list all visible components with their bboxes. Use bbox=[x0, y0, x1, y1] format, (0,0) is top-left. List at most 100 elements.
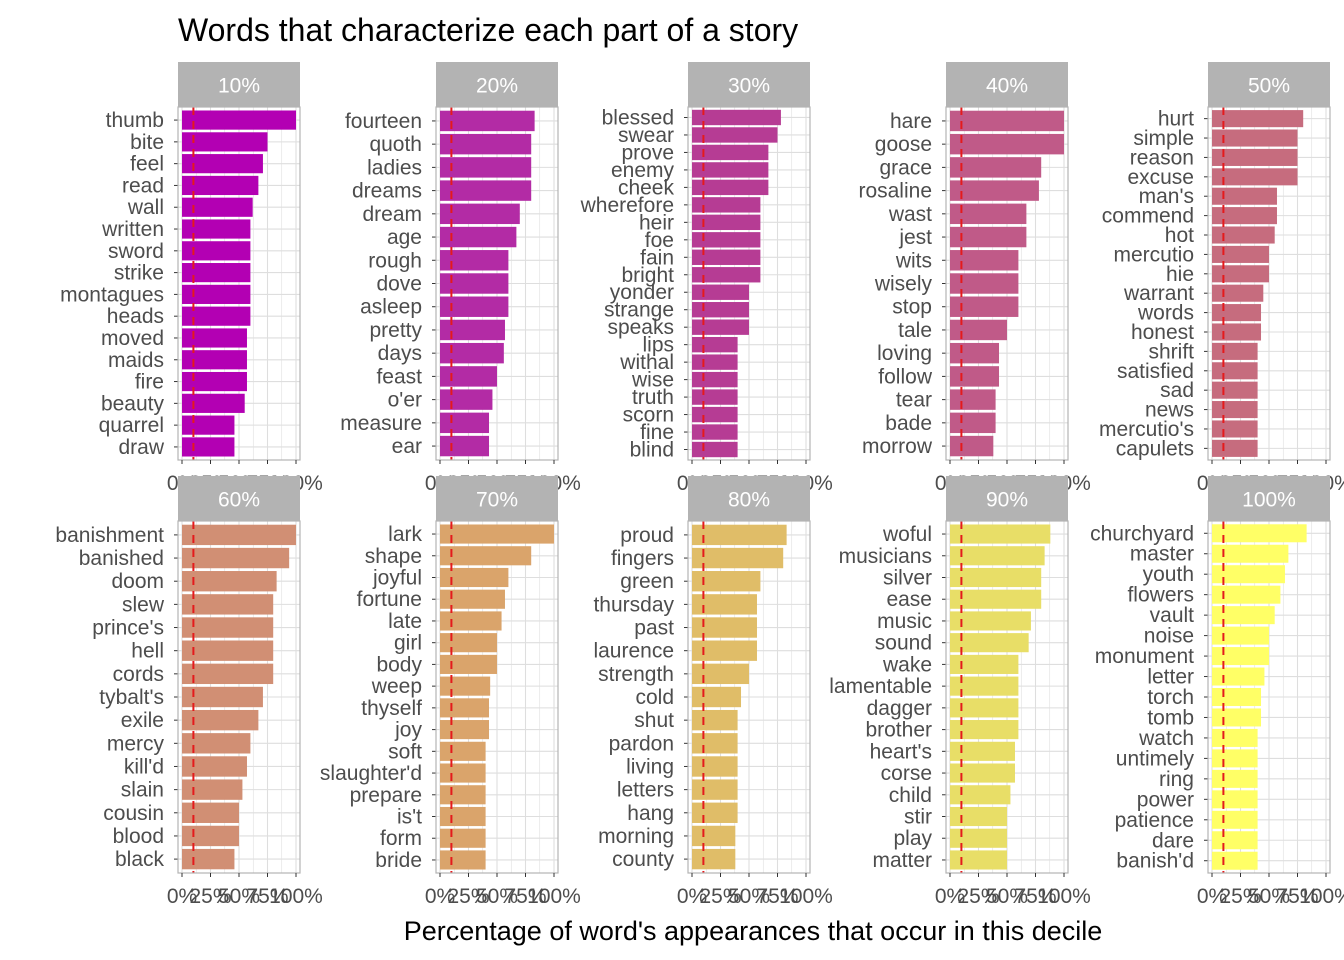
bar bbox=[692, 640, 757, 661]
bar bbox=[440, 435, 490, 457]
x-tick-label: 50% bbox=[728, 885, 770, 908]
facet-panel: 90% wofulmusicianssilvereasemusicsoundwak… bbox=[829, 476, 1091, 908]
facet-label: 70% bbox=[476, 489, 518, 512]
y-tick-label: goose bbox=[875, 133, 932, 156]
bar bbox=[440, 654, 497, 674]
bar bbox=[1212, 226, 1275, 244]
x-tick-label: 100% bbox=[779, 885, 833, 908]
x-tick-label: 75% bbox=[246, 885, 288, 908]
facet-strip bbox=[1208, 62, 1330, 107]
y-tick-label: joy bbox=[394, 719, 422, 742]
x-tick-label: 100% bbox=[1299, 885, 1344, 908]
bar bbox=[692, 406, 738, 423]
x-tick-label: 50% bbox=[986, 885, 1028, 908]
x-tick-label: 0% bbox=[935, 885, 965, 908]
bar bbox=[950, 435, 994, 457]
bar bbox=[692, 249, 761, 265]
y-tick-label: news bbox=[1145, 399, 1194, 422]
bar bbox=[950, 698, 1019, 718]
y-tick-label: churchyard bbox=[1090, 522, 1194, 545]
x-tick-label: 75% bbox=[504, 885, 546, 908]
y-tick-label: fain bbox=[640, 246, 674, 269]
facet-strip bbox=[436, 62, 558, 107]
y-tick-label: letter bbox=[1147, 666, 1194, 689]
y-tick-label: follow bbox=[878, 365, 933, 388]
y-tick-label: thumb bbox=[106, 109, 164, 132]
bar bbox=[950, 203, 1027, 225]
y-tick-label: fingers bbox=[611, 547, 674, 570]
y-tick-label: doom bbox=[111, 570, 164, 593]
y-tick-label: cords bbox=[113, 663, 164, 686]
y-tick-label: slain bbox=[121, 779, 164, 802]
y-tick-label: kill'd bbox=[124, 755, 164, 778]
y-tick-label: hare bbox=[890, 110, 932, 133]
x-tick-label: 25% bbox=[447, 885, 489, 908]
bar bbox=[692, 733, 738, 754]
bar bbox=[950, 850, 1007, 870]
bar bbox=[182, 415, 235, 435]
y-tick-label: grace bbox=[879, 156, 932, 179]
facet-strip bbox=[1208, 476, 1330, 521]
bar bbox=[440, 806, 486, 827]
y-tick-label: county bbox=[612, 848, 674, 871]
bar bbox=[182, 437, 235, 457]
bar bbox=[440, 828, 486, 848]
bar bbox=[182, 571, 277, 592]
bar bbox=[440, 133, 532, 155]
y-tick-label: lark bbox=[388, 523, 422, 546]
bar bbox=[440, 763, 486, 783]
bar bbox=[440, 157, 532, 178]
facet-strip bbox=[688, 476, 810, 521]
y-tick-label: simple bbox=[1133, 127, 1194, 150]
bar bbox=[1212, 790, 1258, 809]
bar bbox=[692, 284, 749, 300]
y-tick-label: dreams bbox=[352, 180, 422, 203]
bar bbox=[182, 848, 235, 870]
y-tick-label: words bbox=[1137, 302, 1194, 325]
bar bbox=[182, 328, 247, 348]
facet-label: 60% bbox=[218, 489, 260, 512]
bar bbox=[182, 686, 263, 708]
bar bbox=[182, 393, 245, 413]
y-tick-label: tybalt's bbox=[99, 686, 164, 709]
y-tick-label: thursday bbox=[593, 593, 674, 616]
bar bbox=[440, 741, 486, 761]
bar bbox=[440, 342, 504, 364]
y-tick-label: rosaline bbox=[858, 180, 932, 203]
bar bbox=[950, 633, 1029, 653]
bar bbox=[692, 686, 742, 708]
bar bbox=[182, 219, 251, 239]
bar bbox=[1212, 524, 1307, 543]
bar bbox=[950, 133, 1064, 155]
bar bbox=[1212, 585, 1281, 604]
bar bbox=[950, 110, 1064, 132]
bar bbox=[692, 756, 738, 777]
y-tick-label: commend bbox=[1102, 205, 1194, 228]
bar bbox=[692, 779, 738, 800]
y-tick-label: jest bbox=[898, 226, 932, 249]
y-tick-label: maids bbox=[108, 349, 164, 372]
bar bbox=[1212, 381, 1258, 399]
y-tick-label: yonder bbox=[610, 281, 674, 304]
y-tick-label: child bbox=[889, 784, 932, 807]
bar bbox=[1212, 342, 1258, 360]
x-tick-label: 0% bbox=[1197, 885, 1227, 908]
y-tick-label: lips bbox=[642, 334, 674, 357]
y-tick-label: warrant bbox=[1123, 282, 1194, 305]
y-tick-label: wits bbox=[895, 249, 932, 272]
y-tick-label: ear bbox=[392, 435, 422, 458]
bar bbox=[182, 284, 251, 304]
bar bbox=[440, 180, 532, 201]
y-tick-label: heir bbox=[639, 211, 674, 234]
bar bbox=[182, 371, 247, 392]
y-tick-label: untimely bbox=[1116, 747, 1195, 770]
bar bbox=[1212, 687, 1262, 707]
bar bbox=[182, 802, 239, 823]
y-tick-label: living bbox=[626, 755, 674, 778]
bar bbox=[182, 110, 296, 130]
y-tick-label: tomb bbox=[1147, 706, 1194, 729]
y-tick-label: measure bbox=[340, 412, 422, 435]
y-tick-label: withal bbox=[619, 351, 674, 374]
x-tick-label: 100% bbox=[1037, 885, 1091, 908]
